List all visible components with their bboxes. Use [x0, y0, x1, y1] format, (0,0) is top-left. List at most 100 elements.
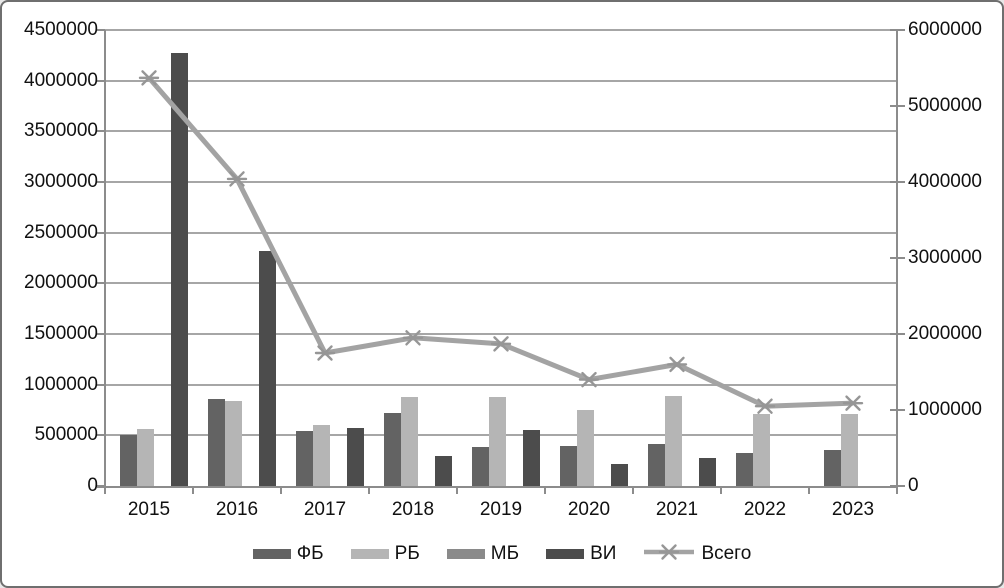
y-right-tick-label: 1000000 — [908, 399, 982, 420]
x-tick — [192, 486, 194, 494]
x-tick-label-2018: 2018 — [391, 499, 435, 520]
y-left-tick — [97, 130, 105, 133]
x-tick-label-2016: 2016 — [215, 499, 259, 520]
gridline — [105, 383, 897, 386]
y-left-tick — [97, 231, 105, 234]
y-left-tick-label: 1500000 — [24, 323, 98, 344]
bar-vi-2015 — [171, 53, 188, 486]
total-line-layer — [105, 30, 897, 486]
bar-fb-2016 — [208, 399, 225, 486]
bar-rb-2018 — [401, 397, 418, 486]
y-left-tick-label: 4500000 — [24, 19, 98, 40]
legend-swatch-vi-icon — [546, 549, 585, 559]
x-tick-label-2019: 2019 — [479, 499, 523, 520]
bar-rb-2020 — [577, 410, 594, 486]
x-tick — [368, 486, 370, 494]
legend-swatch-fb-icon — [252, 549, 291, 559]
bar-rb-2015 — [137, 429, 154, 486]
bar-fb-2017 — [296, 431, 313, 486]
y-right-tick-label: 0 — [908, 475, 919, 496]
y-left-tick — [97, 383, 105, 386]
bar-rb-2021 — [665, 396, 682, 486]
legend-line-sample-icon — [643, 543, 695, 566]
y-left-tick-label: 500000 — [34, 424, 98, 446]
bar-vi-2021 — [699, 458, 716, 486]
x-axis-line — [97, 486, 897, 488]
y-left-tick — [97, 29, 105, 31]
total-marker-2017 — [314, 345, 336, 361]
x-tick — [720, 486, 722, 494]
x-tick-label-2017: 2017 — [303, 499, 347, 520]
y-right-tick-label: 3000000 — [908, 247, 982, 268]
bar-vi-2018 — [435, 456, 452, 486]
y-left-tick — [97, 282, 105, 285]
legend-item-vi: ВИ — [546, 542, 616, 566]
bar-fb-2019 — [472, 447, 489, 486]
x-tick-label-2022: 2022 — [743, 499, 787, 520]
y-left-tick-label: 4000000 — [24, 69, 98, 91]
total-marker-2016 — [226, 171, 248, 187]
total-marker-2018 — [402, 330, 424, 346]
bar-fb-2021 — [648, 444, 665, 486]
gridline — [105, 282, 897, 285]
legend-label-vi: ВИ — [590, 543, 617, 564]
gridline — [105, 79, 897, 82]
gridline — [105, 181, 897, 183]
y-left-tick — [97, 181, 105, 183]
x-tick — [104, 486, 106, 494]
y-left-tick-label: 2000000 — [24, 272, 98, 294]
x-tick — [280, 486, 282, 494]
x-tick-label-2015: 2015 — [127, 499, 171, 520]
legend-item-fb: ФБ — [252, 542, 324, 566]
y-left-tick — [97, 434, 105, 437]
bar-rb-2016 — [225, 401, 242, 486]
x-tick-label-2023: 2023 — [831, 499, 875, 520]
x-tick — [896, 486, 898, 494]
bar-vi-2016 — [259, 251, 276, 486]
legend-item-mb: МБ — [446, 542, 520, 566]
bar-rb-2022 — [753, 414, 770, 486]
legend-swatch-mb-icon — [446, 549, 485, 559]
x-tick — [632, 486, 634, 494]
total-marker-2023 — [842, 395, 864, 411]
y-left-tick-label: 0 — [87, 475, 98, 496]
bar-fb-2015 — [120, 435, 137, 486]
bar-vi-2020 — [611, 464, 628, 486]
bar-fb-2022 — [736, 453, 753, 486]
y-right-tick-label: 5000000 — [908, 95, 982, 116]
x-tick-label-2020: 2020 — [567, 499, 611, 520]
y-left-tick-label: 3000000 — [24, 171, 98, 192]
y-left-tick-label: 1000000 — [24, 373, 98, 395]
y-left-tick — [97, 333, 105, 335]
y-axis-left-line — [104, 30, 106, 488]
y-left-tick-label: 2500000 — [24, 221, 98, 243]
legend-label-vsego: Всего — [701, 543, 752, 564]
y-right-tick-label: 2000000 — [908, 323, 982, 344]
total-marker-2015 — [138, 70, 160, 86]
legend-label-mb: МБ — [490, 543, 520, 564]
legend-item-vsego: Всего — [643, 542, 751, 566]
x-tick — [456, 486, 458, 494]
legend: ФБ РБ МБ ВИ Всего — [2, 541, 1002, 567]
legend-swatch-rb-icon — [350, 549, 389, 559]
y-right-tick-label: 4000000 — [908, 171, 982, 192]
bar-rb-2023 — [841, 414, 858, 486]
legend-label-rb: РБ — [394, 543, 420, 564]
y-right-tick-label: 6000000 — [908, 19, 982, 40]
x-tick-label-2021: 2021 — [655, 499, 699, 520]
bar-rb-2019 — [489, 397, 506, 486]
x-tick — [808, 486, 810, 494]
total-marker-2019 — [490, 336, 512, 352]
bar-fb-2023 — [824, 450, 841, 486]
y-left-tick — [97, 79, 105, 82]
bar-vi-2019 — [523, 430, 540, 486]
gridline — [105, 130, 897, 133]
legend-label-fb: ФБ — [296, 543, 324, 564]
total-marker-2020 — [578, 371, 600, 388]
total-line — [147, 76, 854, 409]
gridline — [105, 231, 897, 234]
y-axis-right-line — [896, 30, 898, 488]
total-marker-2021 — [666, 356, 688, 373]
bar-fb-2018 — [384, 413, 401, 486]
